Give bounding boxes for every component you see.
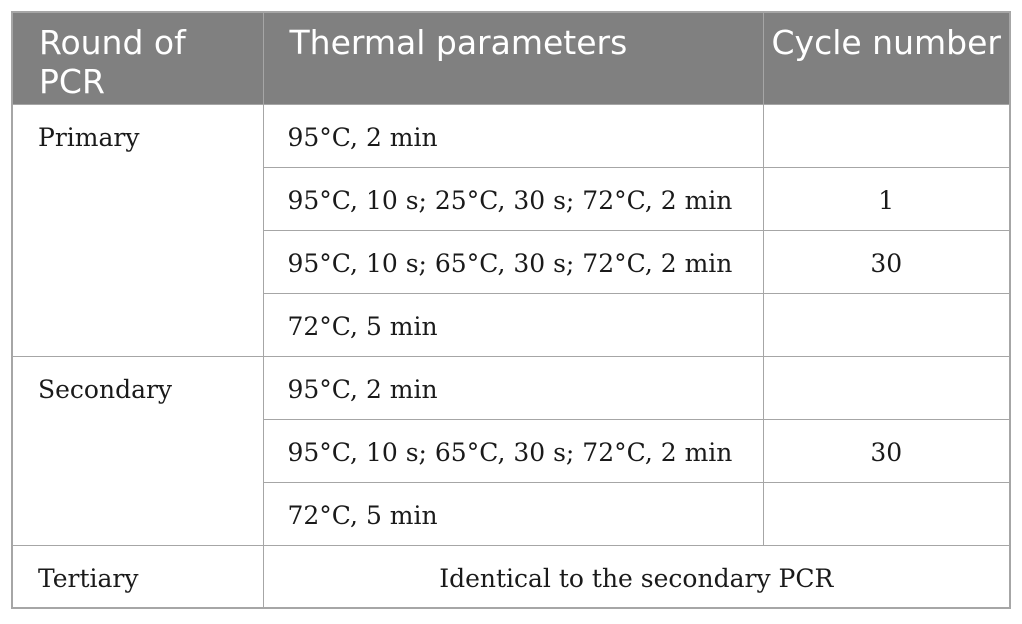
params-cell: 95°C, 2 min <box>262 103 764 168</box>
params-cell: 95°C, 10 s; 25°C, 30 s; 72°C, 2 min <box>262 166 764 231</box>
table-row: Secondary 95°C, 2 min <box>11 355 1011 546</box>
params-cell: 72°C, 5 min <box>262 292 764 357</box>
tertiary-note: Identical to the secondary PCR <box>262 544 1011 609</box>
table-row: 72°C, 5 min <box>12 481 1011 546</box>
cycle-cell: 30 <box>762 229 1011 294</box>
table-header-row: Round of PCR Thermal parameters Cycle nu… <box>11 11 1011 105</box>
cycle-cell: 1 <box>762 166 1011 231</box>
round-tertiary: Tertiary <box>11 544 264 609</box>
header-cycle: Cycle number <box>762 11 1011 105</box>
params-cell: 95°C, 10 s; 65°C, 30 s; 72°C, 2 min <box>262 418 764 483</box>
round-secondary: Secondary <box>11 355 264 546</box>
table-row: Tertiary Identical to the secondary PCR <box>11 544 1011 609</box>
params-cell: 95°C, 10 s; 65°C, 30 s; 72°C, 2 min <box>262 229 764 294</box>
cycle-cell: 30 <box>762 418 1011 483</box>
cycle-cell <box>762 481 1011 546</box>
cycle-cell <box>762 355 1011 420</box>
header-params: Thermal parameters <box>262 11 764 105</box>
cycle-cell <box>762 103 1011 168</box>
header-round: Round of PCR <box>11 11 264 105</box>
table-row: Primary 95°C, 2 min <box>11 103 1011 357</box>
table-row: 95°C, 10 s; 65°C, 30 s; 72°C, 2 min 30 <box>12 418 1011 483</box>
pcr-parameters-table: Round of PCR Thermal parameters Cycle nu… <box>11 11 1011 609</box>
table-row: 95°C, 10 s; 65°C, 30 s; 72°C, 2 min 30 <box>12 229 1011 294</box>
round-primary: Primary <box>11 103 264 357</box>
params-cell: 72°C, 5 min <box>262 481 764 546</box>
cycle-cell <box>762 292 1011 357</box>
params-cell: 95°C, 2 min <box>262 355 764 420</box>
table-row: 95°C, 10 s; 25°C, 30 s; 72°C, 2 min 1 <box>12 166 1011 231</box>
